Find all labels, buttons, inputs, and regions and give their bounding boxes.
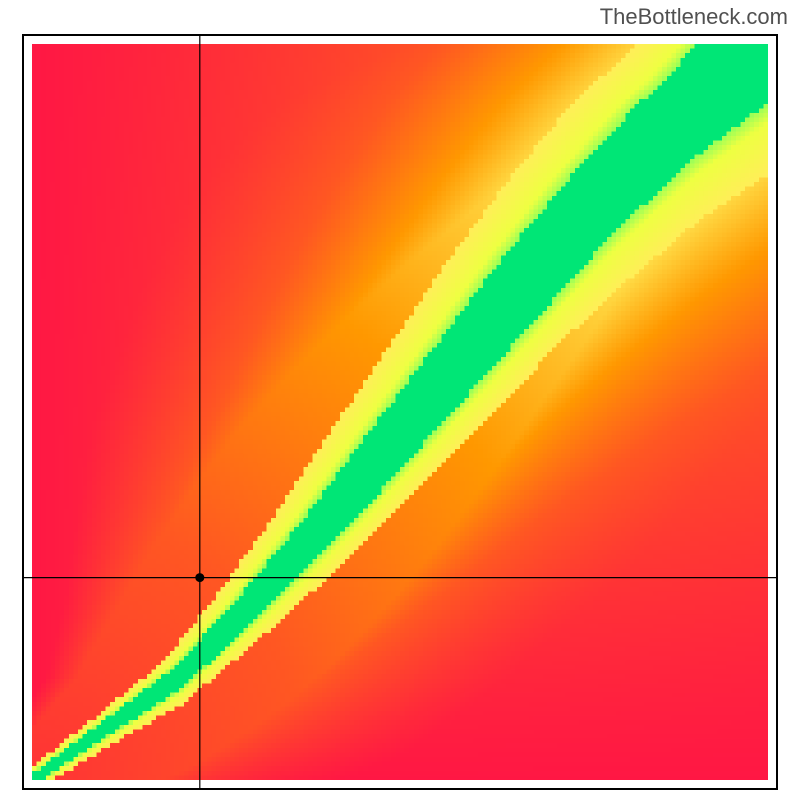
attribution-label: TheBottleneck.com [600,4,788,30]
overlay-svg [22,34,778,790]
bottleneck-heatmap-chart [22,34,778,790]
chart-border [23,35,777,789]
crosshair-marker [195,573,204,582]
